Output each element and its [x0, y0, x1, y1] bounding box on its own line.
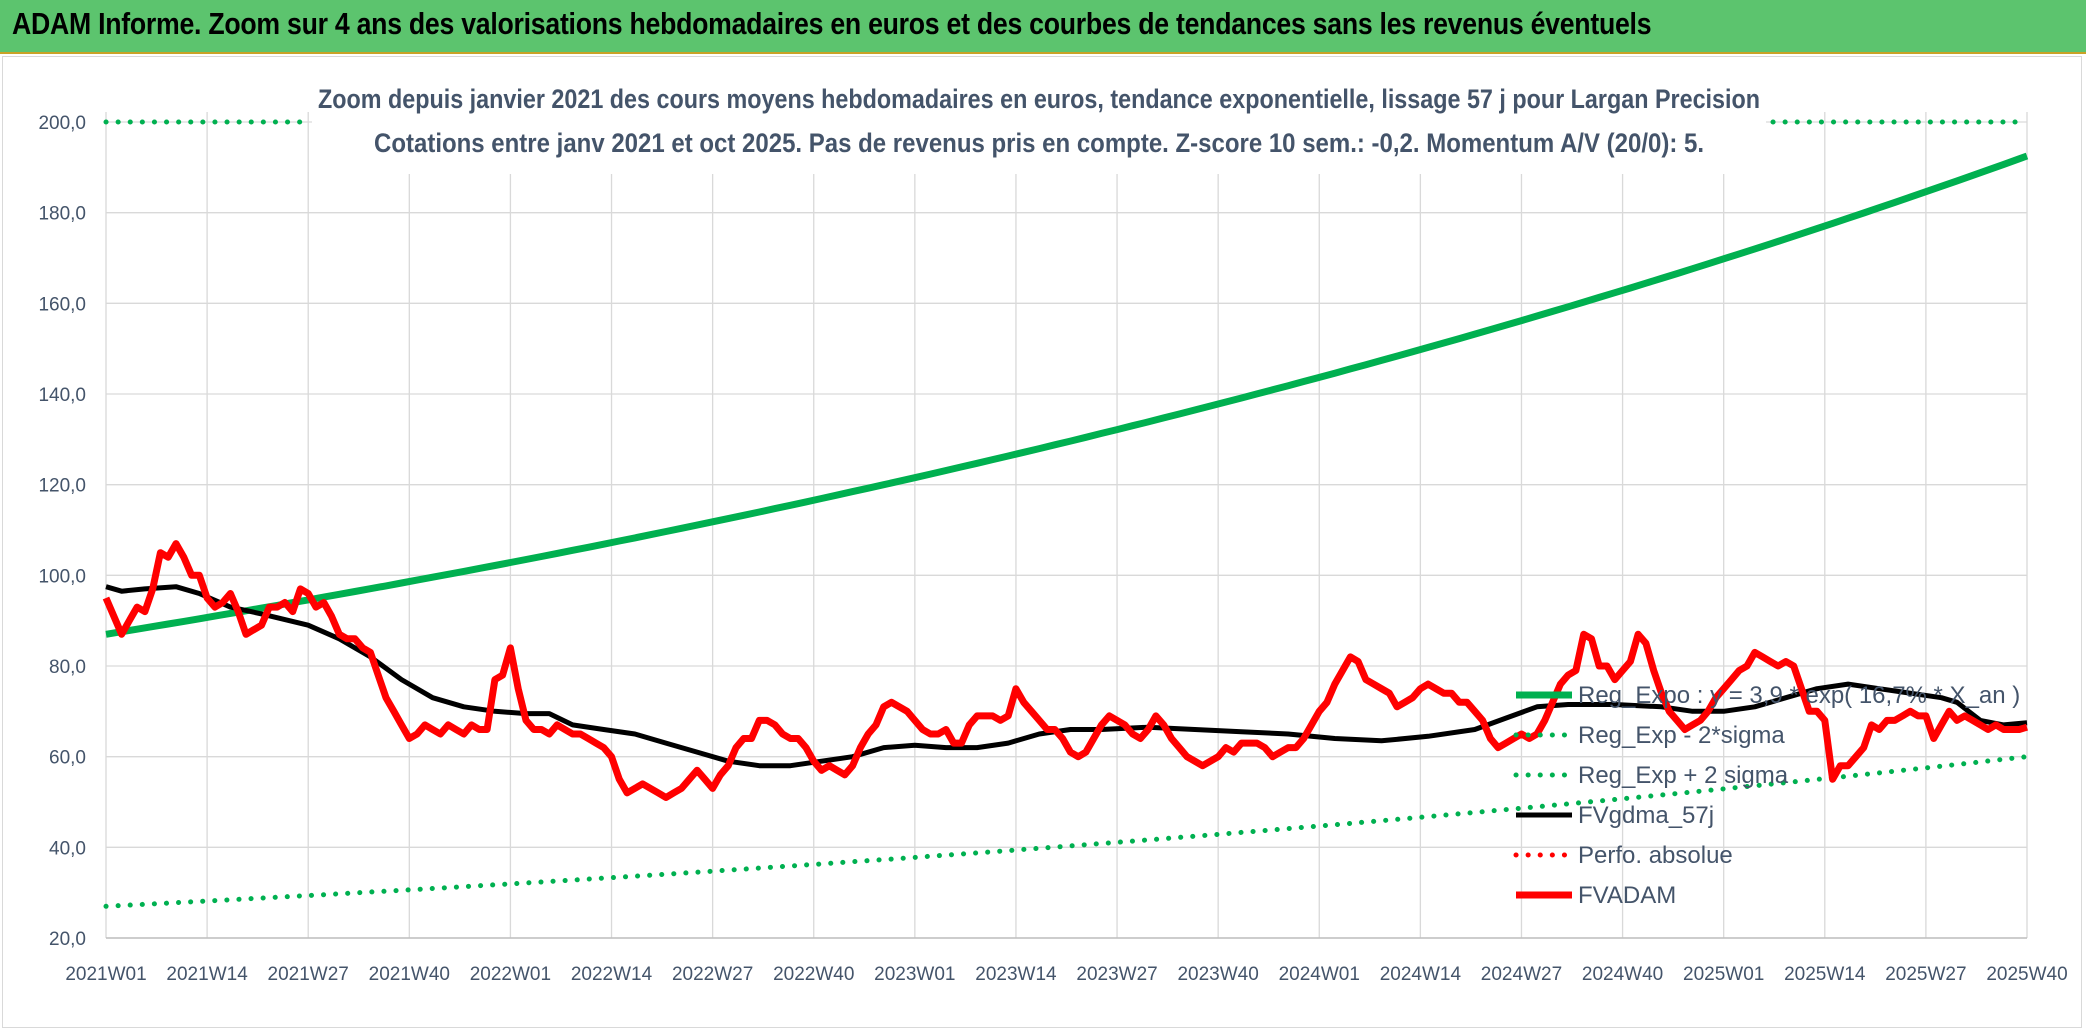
legend-label: Reg_Exp + 2 sigma	[1578, 762, 1789, 789]
y-tick-label: 160,0	[38, 294, 86, 315]
y-tick-label: 20,0	[49, 929, 86, 950]
axes-labels: 20,0 40,0 60,0 80,0 100,0 120,0 140,0 160,0 180,…	[38, 113, 2067, 985]
x-tick-label: 2021W01	[65, 964, 146, 985]
series-layer	[102, 119, 2030, 909]
legend-label: Reg_Expo : y = 3,9 * exp( 16,7% * X_an )	[1578, 682, 2020, 709]
x-tick-label: 2021W14	[166, 964, 248, 985]
series-fvadam	[102, 540, 2028, 801]
y-tick-label: 40,0	[49, 838, 86, 859]
x-tick-label: 2025W01	[1683, 964, 1764, 985]
legend-label: FVADAM	[1578, 882, 1676, 909]
y-tick-label: 200,0	[38, 113, 86, 134]
x-tick-label: 2025W14	[1784, 964, 1866, 985]
y-tick-label: 80,0	[49, 657, 86, 678]
x-tick-label: 2022W01	[470, 964, 551, 985]
legend-label: Perfo. absolue	[1578, 842, 1733, 869]
x-tick-label: 2023W40	[1177, 964, 1258, 985]
page-title: ADAM Informe. Zoom sur 4 ans des valoris…	[12, 6, 1652, 41]
y-tick-label: 100,0	[38, 566, 86, 587]
x-tick-label: 2024W27	[1481, 964, 1562, 985]
x-tick-label: 2025W40	[1986, 964, 2067, 985]
chart-title: Zoom depuis janvier 2021 des cours moyen…	[318, 84, 1760, 114]
x-tick-label: 2021W40	[369, 964, 450, 985]
legend-label: Reg_Exp - 2*sigma	[1578, 722, 1785, 749]
chart-frame	[2, 56, 2082, 1028]
title-banner: ADAM Informe. Zoom sur 4 ans des valoris…	[0, 0, 2086, 54]
chart-subtitle: Cotations entre janv 2021 et oct 2025. P…	[374, 128, 1704, 158]
x-tick-label: 2024W14	[1380, 964, 1462, 985]
y-tick-label: 120,0	[38, 476, 86, 497]
x-tick-label: 2022W14	[571, 964, 653, 985]
x-tick-label: 2023W14	[975, 964, 1057, 985]
x-tick-label: 2023W27	[1076, 964, 1157, 985]
legend-label: FVgdma_57j	[1578, 802, 1714, 829]
x-tick-label: 2025W27	[1885, 964, 1966, 985]
series-reg-expo-y-3-9-exp-16-7-x-an	[105, 152, 2029, 638]
y-tick-label: 140,0	[38, 385, 86, 406]
x-tick-label: 2021W27	[268, 964, 349, 985]
y-tick-label: 180,0	[38, 204, 86, 225]
x-tick-label: 2022W27	[672, 964, 753, 985]
gridlines	[105, 112, 2028, 939]
y-tick-label: 60,0	[49, 748, 86, 769]
x-tick-label: 2024W01	[1279, 964, 1360, 985]
x-tick-label: 2023W01	[874, 964, 955, 985]
x-tick-label: 2024W40	[1582, 964, 1663, 985]
subtitle-background	[312, 80, 1766, 174]
series-fvgdma-57j	[105, 584, 2028, 769]
legend: Reg_Expo : y = 3,9 * exp( 16,7% * X_an )…	[1513, 682, 2020, 909]
series-reg-exp-2-sigma	[103, 754, 2030, 909]
chart-titles: Zoom depuis janvier 2021 des cours moyen…	[312, 80, 1766, 174]
x-tick-label: 2022W40	[773, 964, 854, 985]
